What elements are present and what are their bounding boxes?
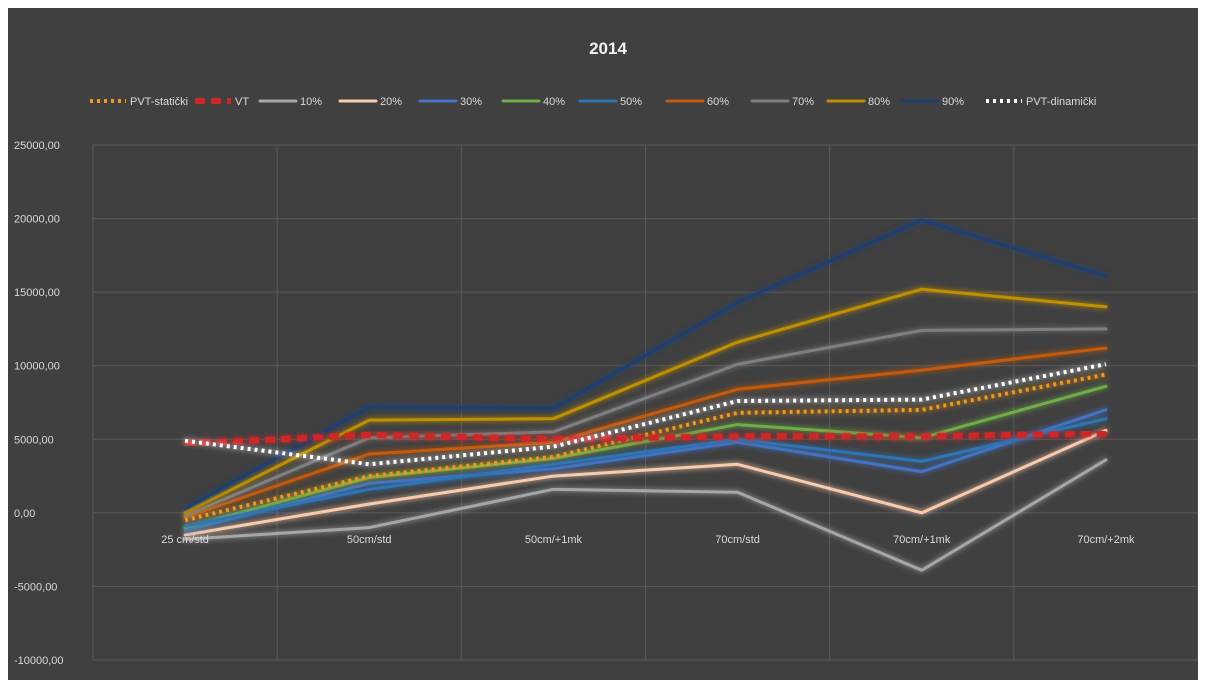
series-line-70 bbox=[183, 327, 1108, 518]
series-line-40 bbox=[183, 384, 1108, 530]
series-line-pvt-stati-ki bbox=[184, 372, 1107, 523]
legend-label: 70% bbox=[792, 96, 814, 108]
legend-label: 50% bbox=[620, 96, 642, 108]
x-tick-label: 25 cm/std bbox=[161, 534, 209, 546]
legend-label: 20% bbox=[380, 96, 402, 108]
y-tick-label: 10000,00 bbox=[14, 361, 60, 373]
legend-label: 40% bbox=[543, 96, 565, 108]
y-tick-label: 0,00 bbox=[14, 508, 35, 520]
series-line-10 bbox=[183, 458, 1108, 572]
y-tick-label: -5000,00 bbox=[14, 581, 57, 593]
chart-area: 2014 PVT-statički VT 10% 20% 30% 40% 50% 60% 70%… bbox=[8, 8, 1198, 680]
legend-label: 10% bbox=[300, 96, 322, 108]
series-line-vt bbox=[184, 430, 1106, 447]
x-tick-label: 70cm/+1mk bbox=[893, 534, 951, 546]
x-tick-label: 70cm/+2mk bbox=[1077, 534, 1135, 546]
legend: PVT-statički VT 10% 20% 30% 40% 50% 60% 70% 80% 90… bbox=[90, 96, 1096, 108]
y-tick-label: 20000,00 bbox=[14, 214, 60, 226]
y-tick-label: -10000,00 bbox=[14, 655, 64, 667]
series-line-pvt-dinami-ki bbox=[184, 362, 1107, 467]
gridlines bbox=[92, 144, 1198, 661]
line-chart: 2014 PVT-statički VT 10% 20% 30% 40% 50% 60% 70%… bbox=[14, 39, 1198, 667]
series-line-50 bbox=[183, 417, 1108, 528]
legend-label: 90% bbox=[942, 96, 964, 108]
series-line-30 bbox=[183, 408, 1108, 533]
x-tick-label: 70cm/std bbox=[715, 534, 760, 546]
series-lines bbox=[183, 218, 1108, 572]
legend-label: 30% bbox=[460, 96, 482, 108]
x-tick-label: 50cm/std bbox=[347, 534, 392, 546]
legend-label: 60% bbox=[707, 96, 729, 108]
series-line-60 bbox=[183, 346, 1108, 519]
y-tick-label: 15000,00 bbox=[14, 287, 60, 299]
chart-title: 2014 bbox=[589, 39, 627, 58]
legend-label: PVT-statički bbox=[130, 96, 188, 108]
series-line-20 bbox=[183, 428, 1108, 537]
legend-label: PVT-dinamički bbox=[1026, 96, 1096, 108]
legend-label: 80% bbox=[868, 96, 890, 108]
y-tick-label: 25000,00 bbox=[14, 140, 60, 152]
y-tick-label: 5000,00 bbox=[14, 434, 54, 446]
x-axis: 25 cm/std 50cm/std 50cm/+1mk 70cm/std 70cm/+… bbox=[161, 534, 1135, 546]
x-tick-label: 50cm/+1mk bbox=[525, 534, 583, 546]
legend-label: VT bbox=[235, 96, 249, 108]
series-line-90 bbox=[183, 218, 1108, 510]
y-axis: -10000,00 -5000,00 0,00 5000,00 10000,00 1500… bbox=[14, 140, 64, 667]
